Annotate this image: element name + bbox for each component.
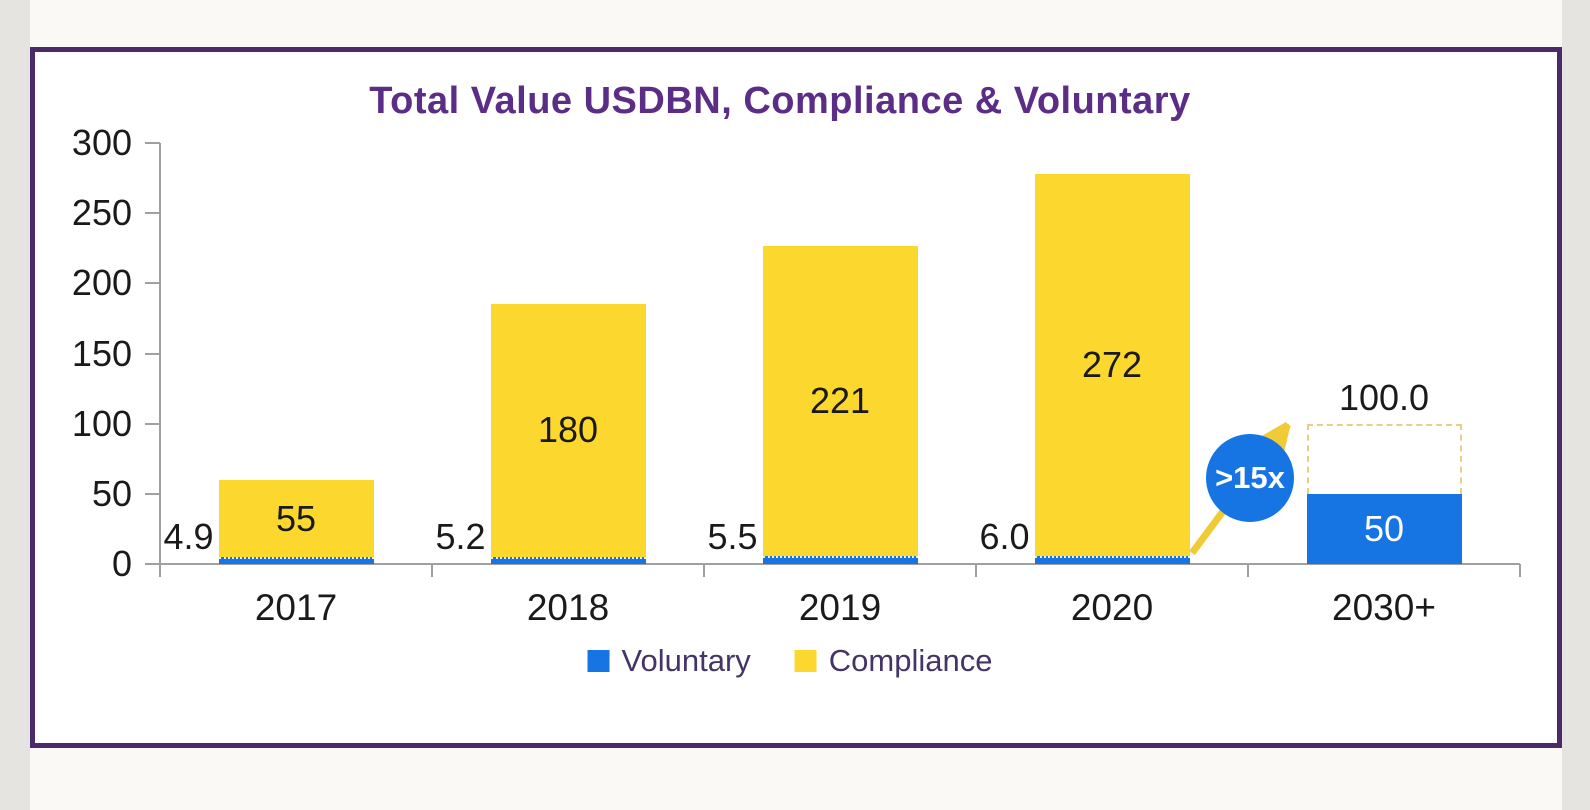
x-tick <box>1519 564 1521 577</box>
x-tick <box>431 564 433 577</box>
y-axis <box>159 143 161 564</box>
voluntary-value-label: 4.9 <box>163 516 214 557</box>
chart-title: Total Value USDBN, Compliance & Voluntar… <box>369 80 1191 122</box>
page-edge-left <box>0 0 30 810</box>
y-tick-label: 0 <box>111 543 132 584</box>
category-label: 2020 <box>1070 587 1154 628</box>
voluntary-bar-segment <box>218 557 374 564</box>
voluntary-value-label: 5.5 <box>707 516 758 557</box>
voluntary-value-label: 6.0 <box>979 516 1030 557</box>
y-tick-label: 100 <box>71 402 132 444</box>
voluntary-swatch-icon <box>587 650 610 672</box>
y-tick <box>145 352 160 355</box>
category-label: 2030+ <box>1332 587 1436 628</box>
legend-item-voluntary: Voluntary <box>587 643 751 679</box>
category-label: 2017 <box>254 587 338 628</box>
page-edge-right <box>1562 0 1590 810</box>
compliance-bar-segment <box>490 304 646 557</box>
growth-multiplier-badge: >15x <box>1206 434 1294 522</box>
y-tick-label: 50 <box>91 472 132 514</box>
compliance-bar-segment <box>762 246 918 557</box>
y-tick <box>145 422 160 425</box>
target-value-label: 100.0 <box>1338 376 1430 418</box>
y-tick <box>145 563 160 565</box>
compliance-bar-segment <box>218 479 374 558</box>
compliance-value-label: 272 <box>1081 343 1143 385</box>
x-tick <box>1247 564 1249 577</box>
voluntary-bar-segment <box>1306 493 1462 564</box>
compliance-value-label: 221 <box>809 380 871 422</box>
compliance-value-label: 55 <box>275 497 317 539</box>
compliance-value-label: 180 <box>537 409 599 451</box>
compliance-swatch-icon <box>794 650 817 672</box>
x-axis <box>159 563 1520 565</box>
legend-item-compliance: Compliance <box>794 643 993 679</box>
x-tick <box>159 564 161 577</box>
y-tick-label: 200 <box>71 262 132 304</box>
y-tick <box>145 492 160 495</box>
y-tick-label: 250 <box>71 192 132 234</box>
voluntary-bar-segment <box>762 556 918 564</box>
y-tick <box>145 212 160 215</box>
x-tick <box>975 564 977 577</box>
category-label: 2019 <box>798 587 882 628</box>
x-tick <box>703 564 705 577</box>
voluntary-value-label: 50 <box>1363 507 1405 549</box>
compliance-bar-segment <box>1034 173 1190 556</box>
target-outline-2030 <box>1306 423 1462 494</box>
category-label: 2018 <box>526 587 610 628</box>
voluntary-bar-segment <box>1034 555 1190 564</box>
y-tick-label: 300 <box>71 122 132 163</box>
y-tick <box>145 282 160 285</box>
y-tick <box>145 142 160 144</box>
legend-label-compliance: Compliance <box>828 643 993 678</box>
growth-multiplier-label: >15x <box>1215 460 1285 495</box>
voluntary-bar-segment <box>490 556 646 564</box>
voluntary-value-label: 5.2 <box>435 516 486 557</box>
y-tick-label: 150 <box>71 332 132 374</box>
legend-label-voluntary: Voluntary <box>621 643 751 678</box>
legend: Voluntary Compliance <box>587 643 993 679</box>
